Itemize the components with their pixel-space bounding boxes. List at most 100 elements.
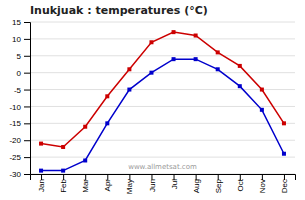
y-tick: -20 xyxy=(9,136,30,145)
grid-line xyxy=(30,22,295,23)
marker xyxy=(127,67,131,71)
y-tick-mark xyxy=(24,106,30,107)
grid-line xyxy=(30,38,295,39)
marker xyxy=(260,88,264,92)
x-tick-label: May xyxy=(125,179,134,194)
marker xyxy=(39,142,43,146)
y-tick-mark xyxy=(24,123,30,124)
title: Inukjuak : temperatures (°C) xyxy=(30,4,208,17)
series xyxy=(39,57,286,172)
marker xyxy=(172,30,176,34)
x-tick: Nov xyxy=(258,174,267,193)
x-tick: Jan xyxy=(37,174,46,192)
x-tick: Feb xyxy=(59,174,68,193)
y-tick-label: -10 xyxy=(9,103,21,112)
marker xyxy=(260,108,264,112)
x-axis-line xyxy=(31,175,296,181)
x-tick: Dec xyxy=(280,174,289,193)
chart-svg: -30 -25 -20 -15 -10 -5 0 5 10 15 Jan Feb Mar Apr May Ju… xyxy=(0,0,305,200)
x-tick: Jul xyxy=(170,174,179,189)
marker xyxy=(149,71,153,75)
marker xyxy=(282,121,286,125)
marker xyxy=(149,40,153,44)
marker xyxy=(282,152,286,156)
y-tick: 15 xyxy=(12,18,30,27)
x-tick: Apr xyxy=(103,174,112,191)
y-tick: 0 xyxy=(17,69,30,78)
y-tick: -30 xyxy=(9,170,30,179)
marker xyxy=(172,57,176,61)
marker xyxy=(61,145,65,149)
watermark: www.allmetsat.com xyxy=(128,163,197,171)
grid-line xyxy=(30,89,295,90)
y-axis: -30 -25 -20 -15 -10 -5 0 5 10 15 xyxy=(9,18,30,179)
marker xyxy=(238,64,242,68)
series xyxy=(39,30,286,149)
y-tick-label: -15 xyxy=(9,119,21,128)
x-tick: Sep xyxy=(214,174,223,193)
y-tick-mark xyxy=(24,73,30,74)
y-tick-mark xyxy=(24,140,30,141)
marker xyxy=(105,121,109,125)
marker xyxy=(194,34,198,38)
x-tick-label: Sep xyxy=(214,178,223,193)
y-tick-mark xyxy=(24,22,30,23)
y-tick-mark xyxy=(24,90,30,91)
x-axis: Jan Feb Mar Apr May Jun Jul Aug Sep Oct Nov Dec xyxy=(31,174,296,194)
y-tick: 5 xyxy=(17,52,30,61)
marker xyxy=(194,57,198,61)
chart-container: -30 -25 -20 -15 -10 -5 0 5 10 15 Jan Feb Mar Apr May Ju… xyxy=(0,0,305,200)
grid-line xyxy=(30,157,295,158)
y-tick-label: -5 xyxy=(14,86,22,95)
grid-line xyxy=(30,106,295,107)
x-tick-label: Oct xyxy=(236,178,245,191)
plot-area: -30 -25 -20 -15 -10 -5 0 5 10 15 Jan Feb Mar Apr May Ju… xyxy=(9,18,295,194)
marker xyxy=(39,169,43,173)
x-tick: Oct xyxy=(236,174,245,191)
x-tick-label: Dec xyxy=(280,179,289,193)
y-tick: 10 xyxy=(12,35,30,44)
x-tick: Jun xyxy=(148,174,157,192)
series-group xyxy=(39,30,286,172)
y-axis-line xyxy=(24,23,31,175)
x-tick-label: Jun xyxy=(148,179,157,192)
x-tick-label: Jul xyxy=(170,179,179,189)
grid-line xyxy=(30,55,295,56)
marker xyxy=(83,125,87,129)
series-line xyxy=(41,59,284,170)
y-tick: -5 xyxy=(14,86,30,95)
x-tick-label: Apr xyxy=(103,179,112,192)
marker xyxy=(238,84,242,88)
x-tick-label: Mar xyxy=(81,179,90,193)
y-tick: -15 xyxy=(9,119,30,128)
grid-line xyxy=(30,123,295,124)
grid-line xyxy=(30,72,295,73)
marker xyxy=(216,67,220,71)
x-tick: Mar xyxy=(81,174,90,193)
marker xyxy=(105,94,109,98)
marker xyxy=(83,158,87,162)
grid xyxy=(30,22,295,174)
y-tick-label: 15 xyxy=(12,18,21,27)
x-tick: Aug xyxy=(192,174,201,193)
marker xyxy=(61,169,65,173)
y-tick-label: -20 xyxy=(9,136,21,145)
y-tick-label: -30 xyxy=(9,170,21,179)
x-tick-label: Feb xyxy=(59,178,68,192)
x-tick: May xyxy=(125,174,134,194)
y-tick: -25 xyxy=(9,153,30,162)
marker xyxy=(127,88,131,92)
series-line xyxy=(41,32,284,147)
y-tick: -10 xyxy=(9,103,30,112)
y-tick-mark xyxy=(24,157,30,158)
x-tick-label: Nov xyxy=(258,179,267,193)
y-tick-mark xyxy=(24,39,30,40)
marker xyxy=(216,50,220,54)
y-tick-mark xyxy=(24,174,30,175)
x-tick-label: Aug xyxy=(192,179,201,193)
y-tick-label: 10 xyxy=(12,35,21,44)
y-tick-label: -25 xyxy=(9,153,21,162)
x-tick-label: Jan xyxy=(37,179,46,192)
y-tick-label: 0 xyxy=(17,69,22,78)
y-tick-mark xyxy=(24,56,30,57)
